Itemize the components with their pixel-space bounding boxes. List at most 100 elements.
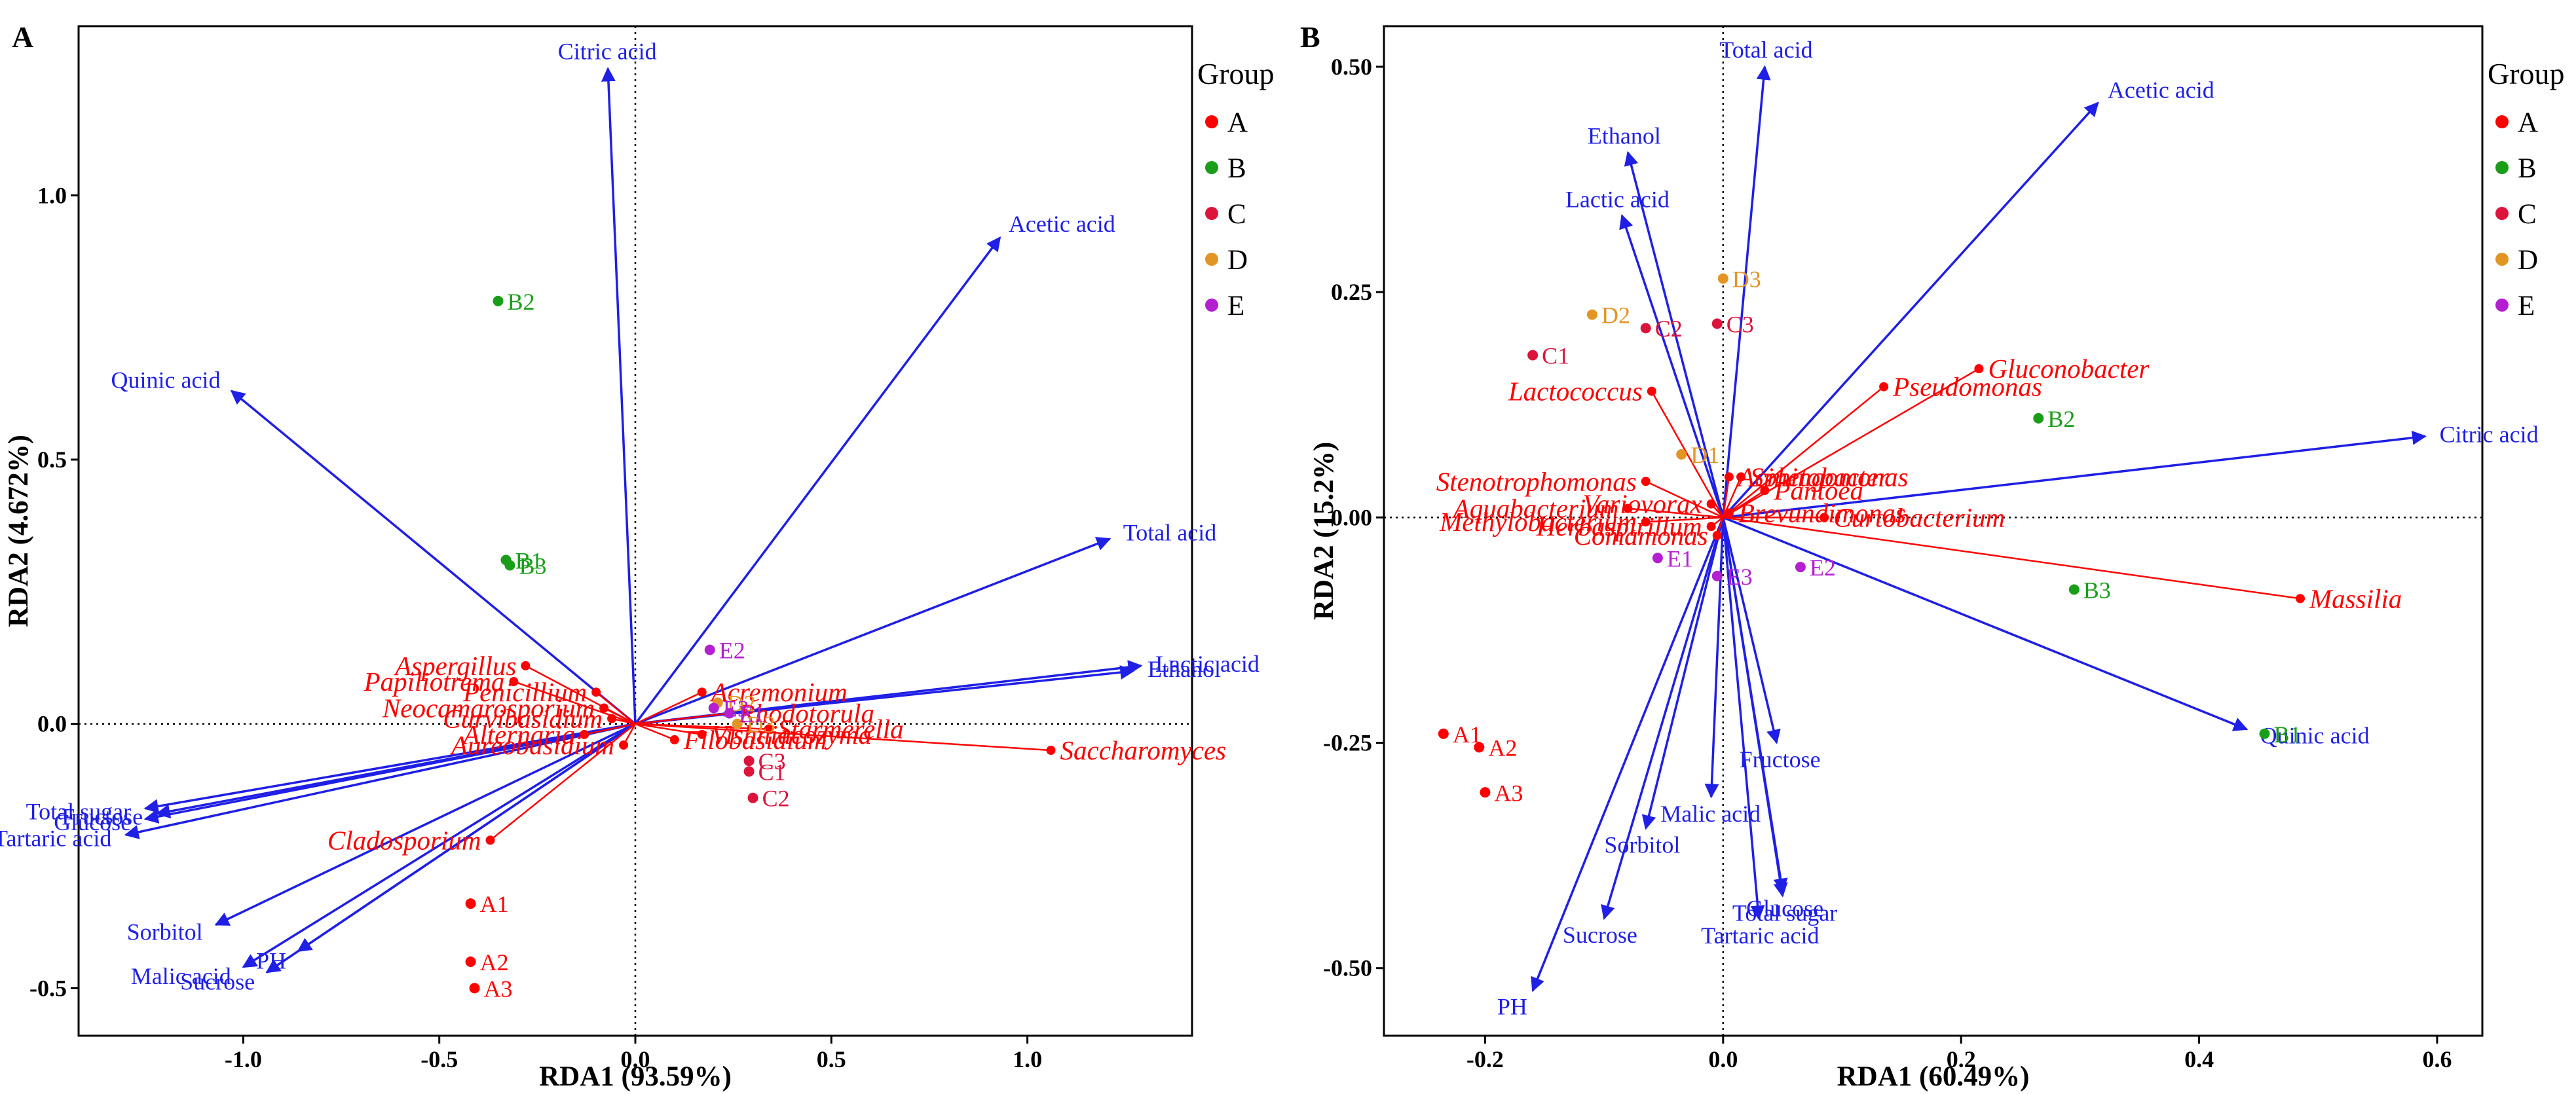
sample-label-e3: E3: [723, 695, 749, 721]
sample-point-b1: [2259, 728, 2270, 739]
environment-arrows-b: Total acid Acetic acid Ethanol Lactic acid C…: [1497, 37, 2539, 1019]
sample-point-d2: [1586, 309, 1597, 320]
taxon-point-acremonium: [697, 687, 707, 697]
sample-point-e3: [708, 702, 719, 714]
arrow-total-sugar: [143, 722, 636, 814]
sample-label-e1: E1: [739, 701, 765, 727]
legend-label-d: D: [2518, 245, 2538, 276]
arrow-label-glucose: Glucose: [54, 809, 131, 835]
x-tick-label: 0.0: [1708, 1046, 1738, 1072]
taxon-point-variovorax: [1706, 499, 1716, 509]
arrow-label-tartaric-acid: Tartaric acid: [1701, 922, 1819, 949]
arrow-label-lactic-acid: Lactic acid: [1565, 186, 1670, 212]
arrow-total-sugar: [1722, 517, 1788, 898]
panel-letter-b: B: [1300, 20, 1320, 54]
taxon-point-methylobacterium: [1641, 517, 1651, 527]
taxon-label-rhodotorula: Rhodotorula: [738, 699, 874, 729]
sample-point-d1: [1676, 448, 1687, 460]
sample-label-c1: C1: [758, 759, 786, 785]
legend-marker-e: [1205, 299, 1218, 312]
taxon-label-pantoea: Pantoea: [1773, 475, 1863, 505]
taxon-point-brevundimonas: [1724, 508, 1734, 518]
x-axis-title-b: RDA1 (60.49%): [1837, 1061, 2030, 1092]
sample-label-d1: D1: [1690, 442, 1719, 468]
arrow-label-sorbitol: Sorbitol: [127, 919, 203, 945]
y-tick-label: -0.25: [1323, 730, 1372, 756]
arrow-ph: [1531, 517, 1725, 993]
taxon-line-acremonium: [635, 691, 703, 725]
taxon-point-comamonas: [1712, 530, 1722, 540]
taxon-label-cladosporium: Cladosporium: [327, 825, 481, 855]
taxon-point-aureobasidium: [619, 740, 629, 750]
taxon-label-stenotrophomonas: Stenotrophomonas: [1436, 466, 1637, 496]
legend-label-d: D: [1227, 245, 1248, 276]
arrow-label-ethanol: Ethanol: [1588, 123, 1661, 149]
legend-label-b: B: [1227, 153, 1246, 184]
x-tick-label: 0.0: [621, 1046, 650, 1072]
taxon-point-curtobacterium: [1820, 513, 1829, 522]
zero-lines-a: [79, 26, 1192, 1036]
arrow-sorbitol: [214, 723, 636, 926]
arrow-malic-acid: [1704, 517, 1725, 799]
legend-marker-b: [2495, 161, 2509, 174]
taxon-line-pseudomonas: [1723, 386, 1884, 519]
panel-letter-a: A: [12, 20, 33, 54]
sample-label-e3: E3: [1727, 564, 1753, 590]
taxon-point-filobasidium: [669, 735, 679, 744]
sample-point-d3: [732, 718, 743, 729]
sample-point-e3: [1711, 570, 1723, 581]
taxon-line-acinetobacter: [1722, 477, 1730, 518]
y-tick-label: -0.5: [29, 975, 67, 1001]
legend-label-e: E: [1227, 291, 1244, 321]
sample-label-d2: D2: [1601, 302, 1630, 329]
y-tick-label: 0.00: [1331, 504, 1372, 530]
axis-ticks-a: -1.0 -0.5 0.0 0.5 1.0 -0.5 0.0 0.5 1.0: [29, 182, 1042, 1072]
environment-arrows-a: Citric acid Acetic acid Quinic acid Total a…: [0, 39, 1260, 995]
sample-label-d3: D3: [1732, 266, 1761, 293]
y-tick-label: 1.0: [37, 182, 67, 208]
taxon-point-pseudomonas: [1879, 382, 1889, 392]
taxon-point-papiliotrema: [509, 677, 519, 687]
arrow-label-acetic-acid: Acetic acid: [2108, 77, 2214, 103]
taxon-point-cladosporium: [485, 835, 495, 845]
plot-frame-a: [77, 25, 1193, 1037]
taxa-layer-b: GluconobacterPseudomonasLactococcusAcine…: [1436, 354, 2402, 613]
sample-point-b3: [2068, 584, 2080, 595]
arrow-label-lactic-acid: Lactic acid: [1155, 651, 1260, 677]
taxon-label-comamonas: Comamonas: [1574, 520, 1708, 551]
sample-label-e2: E2: [719, 638, 745, 664]
arrow-label-quinic-acid: Quinic acid: [111, 367, 221, 393]
taxon-point-herbaspirillum: [1706, 522, 1716, 532]
legend-label-c: C: [1227, 199, 1246, 230]
arrow-label-quinic-acid: Quinic acid: [2260, 723, 2370, 749]
taxon-line-filobasidium: [635, 723, 675, 741]
legend-title-b: Group: [2488, 57, 2565, 90]
sample-point-a2: [1474, 742, 1485, 753]
arrow-label-ph: PH: [256, 947, 286, 974]
taxon-label-papiliotrema: Papiliotrema: [364, 666, 505, 697]
legend-label-a: A: [2518, 107, 2538, 138]
taxon-label-aspergillus: Aspergillus: [393, 651, 516, 681]
legend-marker-c: [1205, 207, 1218, 220]
arrow-label-citric-acid: Citric acid: [2440, 421, 2539, 447]
sample-label-b3: B3: [2083, 577, 2111, 603]
arrow-tartaric-acid: [124, 722, 636, 839]
taxon-line-aquabacterium: [1628, 507, 1723, 519]
taxon-point-curvibasidium: [607, 714, 617, 723]
sample-point-b3: [504, 560, 515, 571]
legend-marker-c: [2495, 207, 2509, 220]
sample-point-b2: [2033, 412, 2044, 424]
sample-label-c2: C2: [762, 786, 790, 812]
arrow-label-ethanol: Ethanol: [1148, 656, 1221, 682]
sample-point-d3: [1717, 273, 1728, 284]
sample-label-a1: A1: [480, 891, 509, 917]
arrow-acetic-acid: [634, 236, 1001, 725]
legend-title-a: Group: [1197, 57, 1275, 90]
sample-label-c3: C3: [1727, 311, 1754, 337]
axis-ticks-b: -0.2 0.0 0.2 0.4 0.6 -0.50 -0.25 0.00 0.25 0.50: [1323, 54, 2452, 1072]
taxon-label-lactococcus: Lactococcus: [1508, 376, 1643, 407]
arrow-lactic-acid: [1619, 214, 1725, 518]
y-tick-label: -0.50: [1323, 955, 1372, 981]
